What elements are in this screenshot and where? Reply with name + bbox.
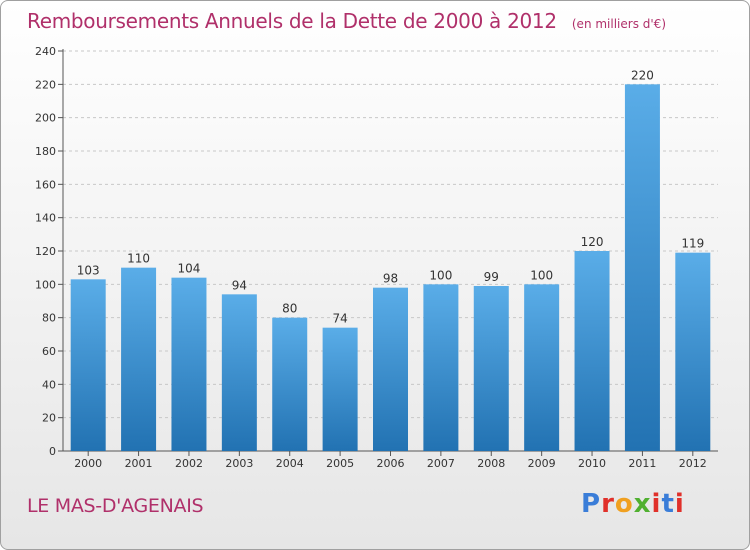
bar-2012 (675, 252, 711, 451)
y-axis-ticks: 0 20 40 60 80 100 120 140 160 180 200 220 240 (35, 45, 63, 458)
x-tick-label-2008: 2008 (477, 457, 505, 470)
x-tick-label-2006: 2006 (377, 457, 405, 470)
data-label-2000: 103 (77, 263, 100, 277)
data-label-2010: 120 (581, 235, 604, 249)
data-label-2002: 104 (178, 262, 201, 276)
title-row: Remboursements Annuels de la Dette de 20… (27, 9, 666, 33)
bar-2007 (423, 284, 459, 451)
x-tick-label-2000: 2000 (74, 457, 102, 470)
bar-2001 (121, 267, 157, 451)
y-tick-label: 20 (42, 412, 56, 425)
bars (70, 84, 711, 451)
y-tick-label: 200 (35, 112, 56, 125)
data-label-2005: 74 (332, 312, 347, 326)
y-tick-label: 100 (35, 278, 56, 291)
data-label-2007: 100 (429, 268, 452, 282)
y-tick-label: 60 (42, 345, 56, 358)
bar-2002 (171, 277, 207, 451)
data-label-2009: 100 (530, 268, 553, 282)
x-tick-label-2011: 2011 (628, 457, 656, 470)
bar-2003 (221, 294, 257, 451)
y-tick-label: 240 (35, 45, 56, 58)
bar-2004 (272, 317, 308, 451)
data-labels: 103 110 104 94 80 74 98 100 99 100 120 220 119 (77, 68, 705, 325)
data-label-2011: 220 (631, 68, 654, 82)
bar-2000 (70, 279, 106, 451)
chart-subtitle: (en milliers d'€) (571, 17, 666, 31)
x-tick-label-2003: 2003 (225, 457, 253, 470)
x-tick-label-2001: 2001 (125, 457, 153, 470)
x-axis-ticks: 2000 2001 2002 2003 2004 2005 2006 2007 2008 2009… (74, 451, 707, 470)
chart-title: Remboursements Annuels de la Dette de 20… (27, 9, 557, 33)
data-label-2008: 99 (484, 270, 499, 284)
x-tick-label-2002: 2002 (175, 457, 203, 470)
data-label-2003: 94 (232, 278, 247, 292)
bar-2009 (524, 284, 560, 451)
data-label-2001: 110 (127, 252, 150, 266)
y-tick-label: 80 (42, 312, 56, 325)
x-tick-label-2007: 2007 (427, 457, 455, 470)
data-label-2012: 119 (681, 237, 704, 251)
bar-2010 (574, 251, 610, 451)
bar-2005 (322, 327, 358, 451)
data-label-2006: 98 (383, 272, 398, 286)
y-tick-label: 120 (35, 245, 56, 258)
city-name: LE MAS-D'AGENAIS (27, 495, 204, 517)
y-tick-label: 140 (35, 212, 56, 225)
data-label-2004: 80 (282, 302, 297, 316)
y-tick-label: 220 (35, 78, 56, 91)
x-tick-label-2012: 2012 (679, 457, 707, 470)
bar-2008 (473, 286, 509, 451)
x-tick-label-2009: 2009 (528, 457, 556, 470)
y-tick-label: 0 (49, 445, 56, 458)
x-tick-label-2010: 2010 (578, 457, 606, 470)
y-tick-label: 160 (35, 178, 56, 191)
x-tick-label-2005: 2005 (326, 457, 354, 470)
x-tick-label-2004: 2004 (276, 457, 304, 470)
proxiti-logo[interactable]: Proxiti (581, 489, 685, 519)
bar-2011 (624, 84, 660, 451)
bar-2006 (373, 287, 408, 451)
y-tick-label: 40 (42, 378, 56, 391)
y-tick-label: 180 (35, 145, 56, 158)
